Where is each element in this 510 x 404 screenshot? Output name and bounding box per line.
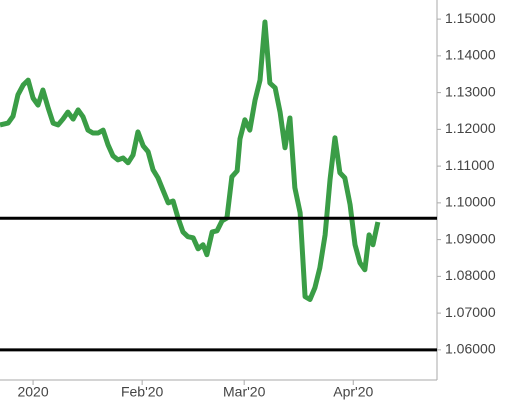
- price-line: [0, 19, 381, 303]
- x-tick-label: 2020: [17, 384, 48, 400]
- x-tick-label: Apr'20: [333, 384, 373, 400]
- x-tick-label: Mar'20: [223, 384, 266, 400]
- y-tick-label: 1.15000: [445, 10, 496, 26]
- y-tick-label: 1.12000: [445, 120, 496, 136]
- y-tick-label: 1.14000: [445, 47, 496, 63]
- y-tick-label: 1.06000: [445, 341, 496, 357]
- y-tick-label: 1.08000: [445, 267, 496, 283]
- y-tick-label: 1.07000: [445, 304, 496, 320]
- y-tick-label: 1.10000: [445, 194, 496, 210]
- y-tick-label: 1.11000: [445, 157, 495, 173]
- y-tick-label: 1.13000: [445, 83, 496, 99]
- x-tick-label: Feb'20: [121, 384, 164, 400]
- y-tick-label: 1.09000: [445, 230, 496, 246]
